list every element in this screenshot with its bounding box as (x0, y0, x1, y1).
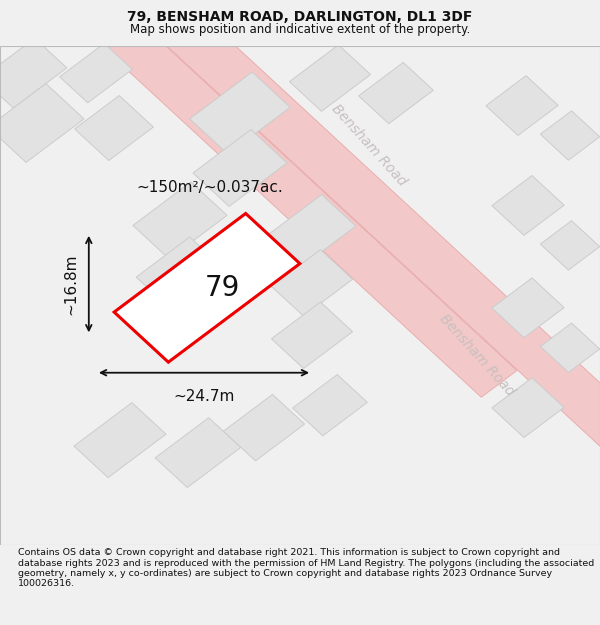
Text: ~16.8m: ~16.8m (63, 253, 78, 315)
Text: Bensham Road: Bensham Road (437, 312, 517, 399)
Polygon shape (541, 323, 599, 372)
Polygon shape (293, 374, 367, 436)
Polygon shape (74, 402, 166, 478)
Polygon shape (137, 291, 223, 360)
Polygon shape (541, 111, 599, 160)
Polygon shape (541, 221, 599, 270)
Polygon shape (268, 194, 356, 266)
Polygon shape (74, 96, 154, 161)
Polygon shape (271, 249, 353, 316)
Text: Bensham Road: Bensham Road (329, 102, 409, 189)
Text: ~24.7m: ~24.7m (173, 389, 235, 404)
Polygon shape (193, 129, 287, 206)
Polygon shape (136, 237, 224, 309)
Polygon shape (223, 394, 305, 461)
Polygon shape (124, 0, 600, 563)
Polygon shape (271, 302, 353, 369)
Text: ~150m²/~0.037ac.: ~150m²/~0.037ac. (137, 181, 283, 196)
Polygon shape (114, 214, 300, 362)
Polygon shape (0, 38, 67, 108)
Polygon shape (492, 278, 564, 338)
Polygon shape (59, 43, 133, 102)
Text: 79: 79 (205, 274, 239, 302)
Polygon shape (492, 176, 564, 235)
Polygon shape (359, 62, 433, 124)
Polygon shape (155, 418, 241, 488)
Polygon shape (492, 378, 564, 438)
Text: Contains OS data © Crown copyright and database right 2021. This information is : Contains OS data © Crown copyright and d… (18, 548, 594, 588)
Polygon shape (190, 72, 290, 154)
Text: 79, BENSHAM ROAD, DARLINGTON, DL1 3DF: 79, BENSHAM ROAD, DARLINGTON, DL1 3DF (127, 10, 473, 24)
Text: Map shows position and indicative extent of the property.: Map shows position and indicative extent… (130, 22, 470, 36)
Polygon shape (0, 84, 84, 162)
Polygon shape (0, 0, 517, 398)
Polygon shape (486, 76, 558, 136)
Polygon shape (133, 182, 227, 259)
Polygon shape (289, 45, 371, 111)
